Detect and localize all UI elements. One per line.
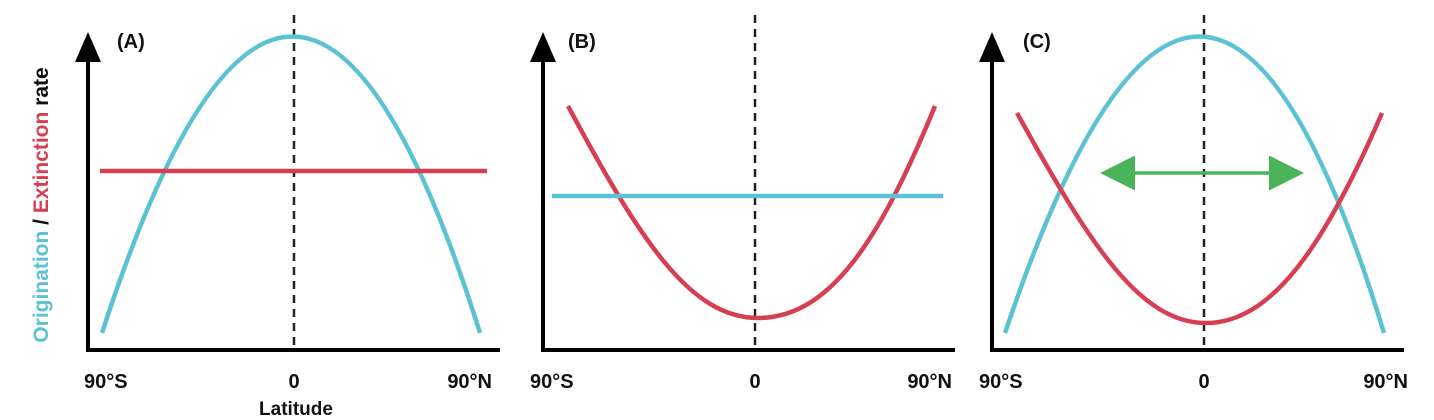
y-axis-label: Origination / Extinction rate	[30, 67, 53, 342]
panel-c-label: (C)	[1023, 31, 1051, 53]
panel-b-tick-90n: 90°N	[907, 371, 952, 393]
panel-a-y-axis-arrowhead	[75, 32, 101, 62]
panel-c-y-axis-arrowhead	[979, 32, 1005, 62]
panel-a-tick-90n: 90°N	[447, 371, 492, 393]
y-label-separator: /	[30, 213, 53, 231]
panel-b: (B) 90°S 0 90°N	[530, 15, 955, 393]
y-label-extinction: Extinction	[30, 112, 53, 214]
panel-b-tick-90s: 90°S	[530, 371, 574, 393]
panel-b-label: (B)	[568, 31, 596, 53]
panel-c-tick-90s: 90°S	[979, 371, 1023, 393]
panel-a-tick-90s: 90°S	[84, 371, 128, 393]
panel-a-origination-curve	[99, 34, 483, 334]
panel-c-tick-90n: 90°N	[1363, 371, 1408, 393]
panel-c-tick-0: 0	[1198, 371, 1209, 393]
panel-b-y-axis-arrowhead	[530, 32, 556, 62]
y-label-origination: Origination	[30, 231, 53, 343]
panel-a: (A) 90°S 0 90°N Latitude	[75, 15, 500, 420]
x-axis-label: Latitude	[259, 399, 333, 420]
panel-c-extinction-curve	[1015, 111, 1385, 326]
panel-a-label: (A)	[117, 31, 145, 53]
panel-b-tick-0: 0	[749, 371, 760, 393]
panel-b-extinction-curve	[566, 104, 938, 321]
panel-a-tick-0: 0	[288, 371, 299, 393]
panel-c: (C) 90°S 0 90°N	[979, 15, 1408, 393]
y-label-rate: rate	[30, 67, 53, 111]
panel-c-origination-curve	[1002, 34, 1387, 334]
